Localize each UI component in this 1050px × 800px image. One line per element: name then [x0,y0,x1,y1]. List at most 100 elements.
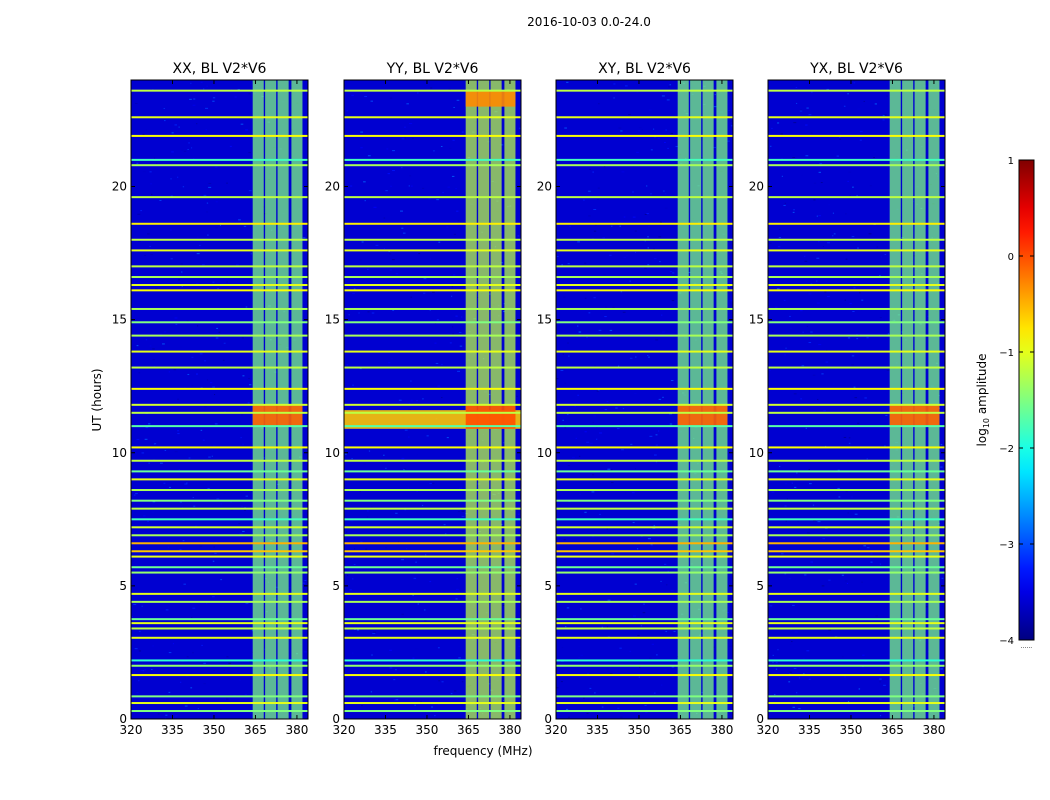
rfi-line-45 [556,164,733,167]
x-tick-label: 380 [498,723,521,737]
x-tick-label: 350 [628,723,651,737]
rfi-line-33 [131,350,308,353]
y-tick-label: 10 [325,446,340,460]
rfi-line-45 [344,164,521,167]
rfi-line-27 [131,446,308,449]
rfi-line-43 [556,222,733,225]
rfi-line-23 [344,489,521,492]
rfi-line-32 [131,366,308,369]
rfi-line-44 [768,196,945,199]
rfi-line-38 [131,284,308,287]
bright-feature-1 [889,404,940,427]
rfi-band-2 [690,80,702,719]
rfi-line-44 [131,196,308,199]
rfi-line-9 [344,622,521,625]
rfi-line-49 [344,89,521,92]
rfi-line-11 [344,600,521,603]
x-tick-label: 380 [922,723,945,737]
rfi-line-16 [131,550,308,553]
rfi-band-4 [716,80,728,719]
rfi-line-6 [344,659,521,662]
rfi-line-22 [768,499,945,502]
rfi-line-9 [131,622,308,625]
rfi-line-8 [768,627,945,630]
rfi-line-42 [131,238,308,241]
rfi-line-15 [131,555,308,558]
rfi-line-22 [344,499,521,502]
rfi-line-1 [131,710,308,713]
rfi-line-35 [768,321,945,324]
x-tick-label: 335 [161,723,184,737]
rfi-line-8 [556,627,733,630]
y-tick-label: 15 [325,313,340,327]
rfi-line-12 [768,592,945,595]
rfi-line-38 [768,284,945,287]
rfi-line-23 [131,489,308,492]
rfi-line-31 [556,387,733,390]
panel-yy: YY, BL V2*V6 320 335 350 365 380 0 5 10 15 20 [325,61,522,737]
rfi-line-47 [131,134,308,137]
rfi-line-12 [344,592,521,595]
y-tick-label: 0 [119,712,127,726]
rfi-line-3 [768,695,945,698]
rfi-line-34 [556,334,733,337]
rfi-line-46 [556,158,733,161]
y-tick-label: 5 [119,579,127,593]
y-tick-label: 10 [112,446,127,460]
rfi-line-10 [131,618,308,621]
y-tick-label: 5 [544,579,552,593]
rfi-line-26 [768,459,945,462]
rfi-line-14 [556,566,733,569]
rfi-line-34 [768,334,945,337]
rfi-band-1 [252,80,264,719]
rfi-line-18 [344,534,521,537]
rfi-line-35 [344,321,521,324]
colorbar: 1 0 −1 −2 −3 −4 log10 amplitude...... [975,156,1035,650]
rfi-line-25 [344,470,521,473]
rfi-line-49 [556,89,733,92]
rfi-line-19 [556,526,733,529]
y-tick-label: 20 [749,180,764,194]
rfi-line-28 [768,425,945,428]
y-tick-label: 0 [332,712,340,726]
rfi-line-48 [768,116,945,119]
y-tick-label: 10 [749,446,764,460]
x-tick-label: 320 [757,723,780,737]
rfi-band-3 [277,80,289,719]
rfi-line-39 [768,276,945,279]
x-tick-label: 335 [586,723,609,737]
rfi-line-15 [344,555,521,558]
rfi-line-33 [768,350,945,353]
colorbar-tick-label: −1 [999,348,1014,359]
rfi-line-17 [344,542,521,545]
rfi-line-32 [768,366,945,369]
rfi-line-30 [768,403,945,406]
figure-title: 2016-10-03 0.0-24.0 [527,15,651,29]
rfi-line-17 [768,542,945,545]
panel-title: YY, BL V2*V6 [386,61,479,77]
rfi-line-28 [131,425,308,428]
rfi-line-15 [768,555,945,558]
panel-frame [555,79,734,720]
rfi-line-41 [131,249,308,252]
rfi-line-4 [344,674,521,677]
bright-feature-1 [252,404,303,427]
rfi-line-37 [344,289,521,292]
rfi-line-35 [556,321,733,324]
x-tick-label: 350 [203,723,226,737]
rfi-line-42 [768,238,945,241]
rfi-line-26 [556,459,733,462]
rfi-line-29 [344,411,521,414]
rfi-line-18 [131,534,308,537]
rfi-line-5 [344,664,521,667]
rfi-line-21 [344,507,521,510]
rfi-band-4 [291,80,303,719]
rfi-line-49 [131,89,308,92]
x-tick-label: 365 [244,723,267,737]
rfi-line-37 [768,289,945,292]
rfi-line-26 [344,459,521,462]
rfi-line-39 [344,276,521,279]
rfi-line-7 [556,636,733,639]
rfi-line-40 [344,265,521,268]
rfi-line-3 [556,695,733,698]
